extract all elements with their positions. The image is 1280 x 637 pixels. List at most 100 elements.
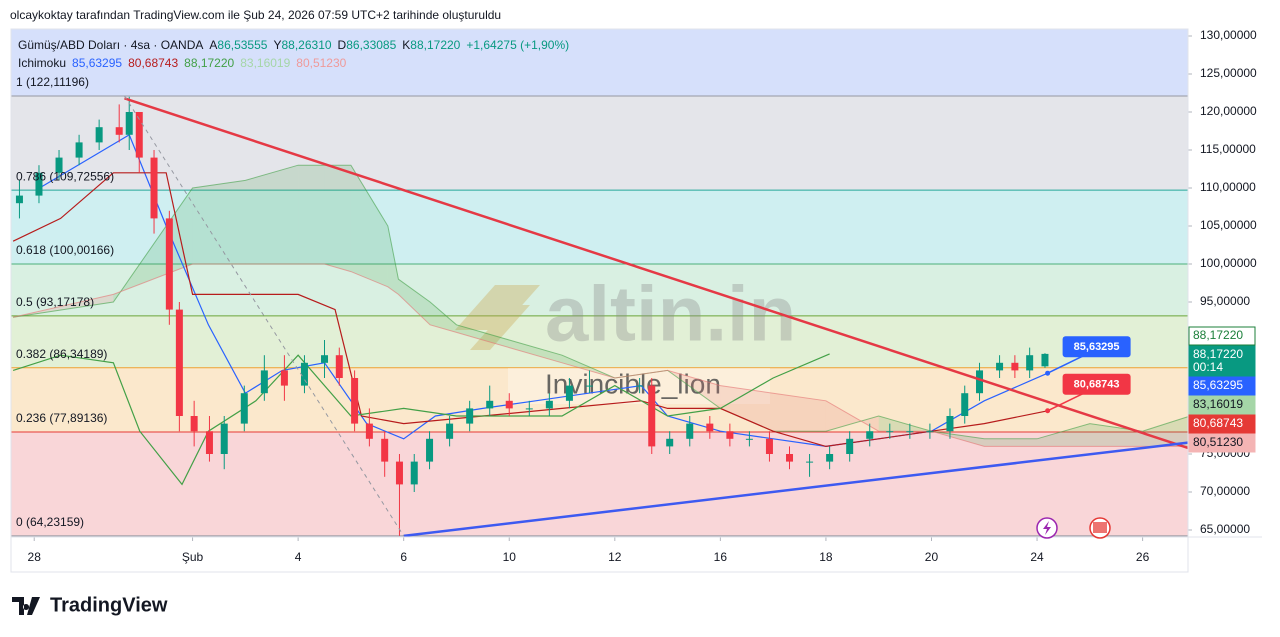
candle-body [280,370,288,386]
price-badge [1188,395,1256,415]
price-badge-label: 88,17220 [1193,328,1243,342]
candle-body [35,172,43,196]
candle-body [486,400,494,409]
candle-body [1041,353,1049,367]
candle-body [150,157,158,219]
candle-body [826,454,834,462]
callout-label: 85,63295 [1074,341,1120,353]
candle-body [175,309,183,417]
ohlc-value: 86,53555 [217,38,267,52]
cloud [1142,416,1188,447]
x-tick-label: 4 [295,550,302,564]
cloud [298,165,325,264]
y-tick-label: 125,00000 [1200,66,1257,80]
candle-body [926,431,934,433]
plot: altin.in Invincible_lion 1 (122,11196) 0.78… [11,28,1257,564]
price-badge [1188,345,1256,377]
logo-mark [12,597,40,615]
trendline [124,95,405,537]
indicator-value: 88,17220 [184,56,234,70]
x-tick-label: 18 [819,550,833,564]
candle-body [996,362,1004,371]
candle-body [240,393,248,424]
x-tick-label: 6 [400,550,407,564]
legend-line: Gümüş/ABD Doları · 4sa · OANDA A86,53555 Y… [18,38,569,52]
plot-area: altin.in Invincible_lion [11,29,1188,537]
x-tick-label: 28 [28,550,42,564]
cloud [456,324,483,341]
candle-body [15,195,23,204]
fib-label: 0.236 (77,89136) [16,411,107,425]
price-badge [1188,433,1256,453]
cloud [350,165,388,287]
fib-zone [11,432,1188,536]
y-tick-label: 110,00000 [1200,180,1256,194]
candle-body [745,438,753,440]
footer-text: TradingView [50,594,168,616]
x-tick-label: 20 [925,550,939,564]
fib-label: 0.5 (93,17178) [16,295,94,309]
fib-label: 0.786 (109,72556) [16,169,114,183]
ohlc-key: Y [273,38,281,52]
candle-body [190,416,198,432]
callout-box [1062,373,1131,395]
cloud-line [13,263,1188,447]
candle-body [726,431,734,439]
y-tick-label: 95,00000 [1200,294,1250,308]
candle-body [335,355,343,379]
price-badge-label: 80,68743 [1193,416,1243,430]
frame [10,28,1189,573]
indicator-value: 80,68743 [128,56,178,70]
x-tick-label: 26 [1136,550,1150,564]
legend-line: Ichimoku 85,63295 80,68743 88,17220 83,16019… [18,56,347,70]
footer-logo: TradingView [12,594,168,616]
candle-body [300,362,308,386]
indicator-value: 85,63295 [72,56,122,70]
candle-body [906,431,914,433]
trendline [403,441,1188,537]
cloud [482,332,510,348]
cloud [398,279,431,325]
candle-body [686,423,694,439]
fib-label: 0.382 (86,34189) [16,347,107,361]
event-icons [1036,517,1111,539]
callout-pointer [1047,393,1083,412]
x-tick-label: 10 [503,550,517,564]
y-tick-label: 105,00000 [1200,218,1257,232]
cloud [387,225,399,295]
candle-body [426,438,434,462]
watermark: Invincible_lion [545,368,721,399]
candle-body [565,385,573,401]
y-tick-label: 115,00000 [1200,142,1256,156]
candle-body [1026,355,1034,371]
candle-body [636,385,644,387]
candle-body [135,111,143,158]
candle-body [846,438,854,455]
bolt [1043,521,1051,535]
candle-body [585,385,593,387]
candle-body [1011,362,1019,371]
fib-label: 0.618 (100,00166) [16,243,114,257]
y-tick-label: 120,00000 [1200,104,1257,118]
candle-body [525,408,533,410]
cloud [1037,423,1090,447]
callout-dot [1045,408,1051,414]
indicator-value: 83,16019 [240,56,290,70]
y-tick-label: 130,00000 [1200,28,1257,42]
candle-body [961,393,969,417]
cloud [773,393,826,432]
candle-body [648,385,656,447]
cloud [720,385,774,432]
price-badge [1188,326,1256,346]
candle-body [410,461,418,485]
candle-body [395,461,403,485]
y-tick-label: 65,00000 [1200,522,1250,536]
candle-body [886,431,894,433]
candle-body [786,454,794,462]
indicator: Ichimoku [18,56,66,70]
fib-zone [11,315,1188,368]
fib-zone [11,263,1188,316]
candle-body [976,370,984,394]
ohlc-value: 88,17220 [410,38,460,52]
